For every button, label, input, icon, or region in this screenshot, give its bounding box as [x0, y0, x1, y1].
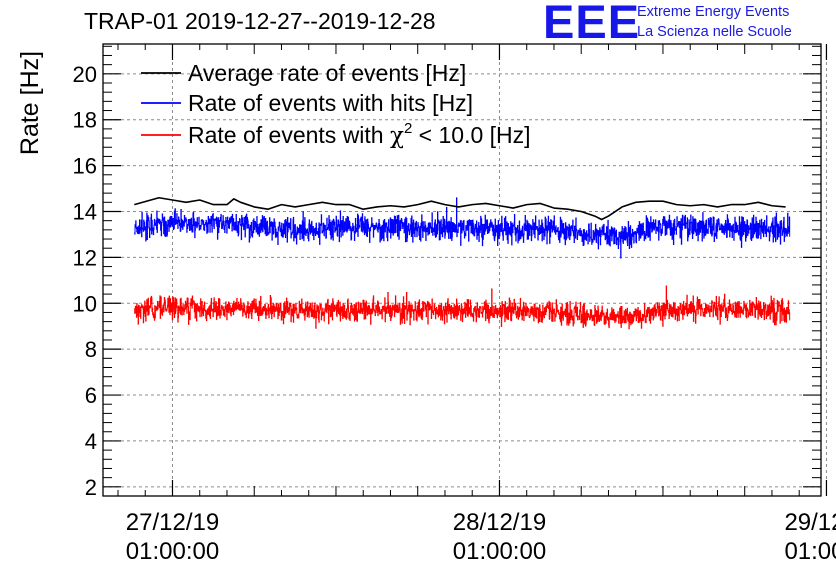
x-tick-date: 29/12/1: [784, 509, 836, 536]
x-tick-time: 01:00:0: [784, 538, 836, 565]
y-tick-label: 4: [85, 429, 97, 454]
y-tick-label: 2: [85, 475, 97, 500]
legend-label: Rate of events with χ2 < 10.0 [Hz]: [188, 120, 531, 149]
y-tick-label: 12: [73, 245, 97, 270]
chart-title: TRAP-01 2019-12-27--2019-12-28: [84, 8, 436, 34]
series-average-rate: [134, 196, 786, 221]
y-tick-label: 20: [73, 62, 97, 87]
y-tick-label: 18: [73, 108, 97, 133]
legend-label: Average rate of events [Hz]: [188, 60, 466, 86]
y-tick-label: 14: [73, 199, 97, 224]
x-tick-date: 27/12/19: [126, 509, 219, 536]
series-chi2-rate: [134, 285, 791, 330]
series-hits-rate: [134, 197, 791, 259]
eee-logo: EEE: [543, 0, 641, 48]
y-tick-label: 16: [73, 154, 97, 179]
axes: 246810121416182027/12/1901:00:0028/12/19…: [73, 44, 836, 565]
series-lines: [134, 196, 791, 330]
logo-subtitle-line2: La Scienza nelle Scuole: [637, 24, 792, 40]
y-tick-label: 8: [85, 337, 97, 362]
logo-subtitle-line1: Extreme Energy Events: [637, 4, 790, 20]
x-tick-date: 28/12/19: [453, 509, 546, 536]
legend: Average rate of events [Hz] Rate of event…: [141, 60, 531, 149]
y-tick-label: 10: [73, 291, 97, 316]
x-tick-time: 01:00:00: [453, 538, 546, 565]
y-tick-label: 6: [85, 383, 97, 408]
y-axis-label: Rate [Hz]: [16, 51, 44, 155]
legend-label: Rate of events with hits [Hz]: [188, 90, 473, 116]
plot-frame: [102, 43, 822, 497]
x-tick-time: 01:00:00: [126, 538, 219, 565]
